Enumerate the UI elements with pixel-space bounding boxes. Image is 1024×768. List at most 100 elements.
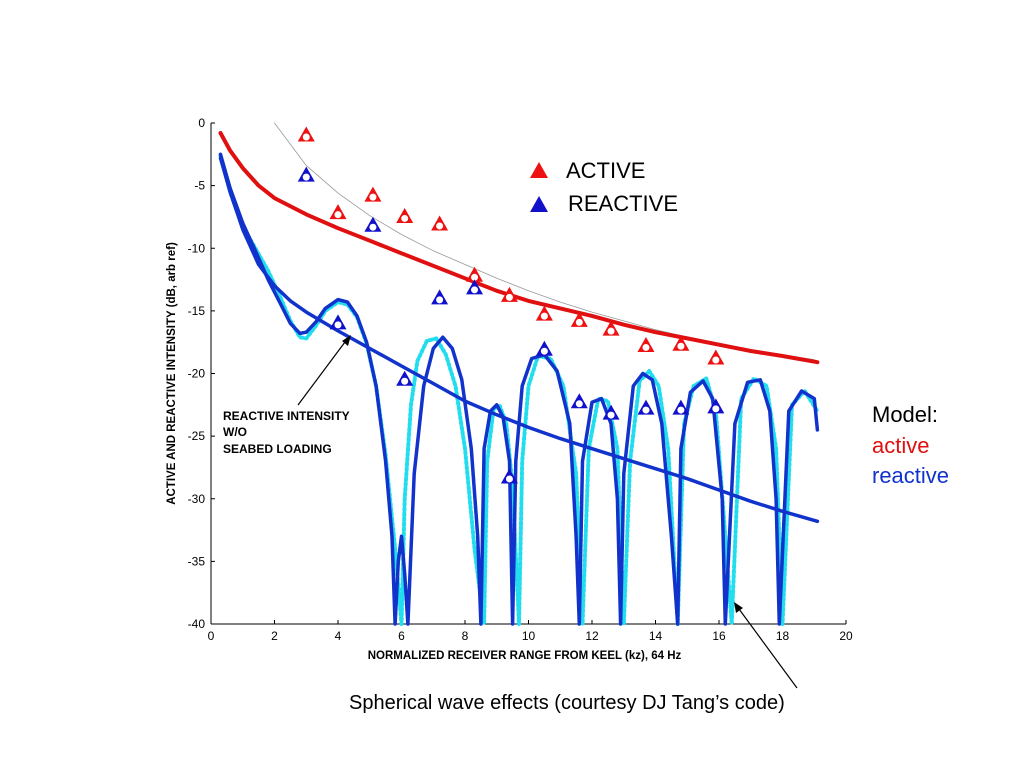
measured-active-point-dot — [436, 222, 444, 230]
annotation-arrow-line — [297, 341, 346, 406]
measured-reactive-point — [637, 399, 655, 415]
legend: ACTIVE REACTIVE — [530, 158, 678, 216]
measured-reactive-point — [602, 404, 620, 420]
model-active-curve — [218, 131, 820, 365]
measured-reactive-point-dot — [334, 321, 342, 329]
y-tick-label: 0 — [198, 116, 205, 130]
model-reactive-smooth-curve — [218, 156, 820, 524]
measured-reactive-point-dot — [471, 286, 479, 294]
y-tick-label: -20 — [188, 367, 206, 381]
x-tick-label: 6 — [398, 629, 405, 643]
x-tick-label: 12 — [585, 629, 599, 643]
measured-reactive-point-dot — [642, 406, 650, 414]
model-curves — [218, 122, 820, 626]
measured-reactive-point-dot — [607, 411, 615, 419]
x-tick-label: 0 — [208, 629, 215, 643]
measured-active-point-dot — [302, 133, 310, 141]
measured-active-point — [466, 266, 484, 282]
measured-active-point-dot — [401, 214, 409, 222]
measured-reactive-point-dot — [712, 405, 720, 413]
measured-active-point-dot — [607, 327, 615, 335]
measured-active-point — [329, 204, 347, 220]
measured-active-point-dot — [369, 193, 377, 201]
measured-active-point — [431, 215, 449, 231]
measured-reactive-point-dot — [677, 406, 685, 414]
measured-reactive-point — [535, 340, 553, 356]
x-tick-label: 4 — [335, 629, 342, 643]
x-tick-label: 20 — [839, 629, 853, 643]
y-tick-label: -30 — [188, 492, 206, 506]
measured-active-point-dot — [540, 312, 548, 320]
measured-reactive-point-dot — [436, 296, 444, 304]
y-axis-label: ACTIVE AND REACTIVE INTENSITY (dB, arb r… — [166, 242, 178, 505]
measured-active-point — [672, 335, 690, 351]
annotation-line-2: W/O — [223, 425, 247, 439]
measured-active-point — [570, 311, 588, 327]
y-tick-label: -10 — [188, 241, 206, 255]
model-reference-curve — [274, 122, 815, 361]
annotation-arrowhead — [342, 335, 351, 346]
measured-active-point — [500, 286, 518, 302]
axes: 0-5-10-15-20-25-30-35-400 2 4 6 8 10 12 14 16 18 2… — [166, 116, 853, 662]
measured-reactive-point — [396, 370, 414, 386]
x-tick-label: 10 — [522, 629, 536, 643]
y-tick-label: -15 — [188, 304, 206, 318]
measured-reactive-point — [500, 468, 518, 484]
measured-active-point — [364, 186, 382, 202]
measured-active-point-dot — [677, 342, 685, 350]
measured-reactive-point-dot — [540, 347, 548, 355]
measured-reactive-point — [364, 216, 382, 232]
model-reactive-oscillating-curve — [218, 152, 820, 626]
measured-active-point — [602, 320, 620, 336]
model-legend: Model: active reactive — [872, 402, 949, 488]
measured-reactive-point-dot — [575, 400, 583, 408]
caption-arrow — [734, 602, 798, 689]
measured-reactive-point-dot — [369, 223, 377, 231]
model-legend-reactive: reactive — [872, 463, 949, 488]
caption-arrow-line — [738, 608, 798, 689]
measured-active-point-dot — [712, 356, 720, 364]
caption-arrowhead — [734, 602, 743, 613]
legend-label-active: ACTIVE — [566, 158, 645, 183]
model-legend-active: active — [872, 433, 929, 458]
measured-active-point-dot — [471, 273, 479, 281]
measured-active-point — [637, 336, 655, 352]
measured-active-point — [535, 305, 553, 321]
measured-reactive-point — [570, 393, 588, 409]
measured-active-point — [707, 349, 725, 365]
measured-reactive-point-dot — [302, 173, 310, 181]
measured-active-point — [297, 126, 315, 142]
measured-active-point — [396, 207, 414, 223]
model-reactive-no-seabed-curve — [218, 153, 820, 626]
measured-active-point-dot — [575, 318, 583, 326]
annotation-reactive-no-seabed: REACTIVE INTENSITY W/O SEABED LOADING — [223, 335, 351, 456]
x-tick-label: 14 — [649, 629, 663, 643]
y-tick-label: -25 — [188, 429, 206, 443]
legend-label-reactive: REACTIVE — [568, 191, 678, 216]
measured-active-point-dot — [505, 293, 513, 301]
measured-reactive-point — [466, 279, 484, 295]
legend-marker-active — [530, 162, 548, 178]
measured-reactive-point — [297, 166, 315, 182]
y-tick-label: -40 — [188, 617, 206, 631]
annotation-line-1: REACTIVE INTENSITY — [223, 409, 350, 423]
y-tick-label: -5 — [194, 179, 205, 193]
x-tick-label: 8 — [462, 629, 469, 643]
measured-active-point-dot — [642, 343, 650, 351]
measured-reactive-point — [672, 399, 690, 415]
measured-reactive-point — [329, 314, 347, 330]
model-legend-title: Model: — [872, 402, 938, 427]
x-tick-label: 2 — [271, 629, 278, 643]
x-tick-label: 16 — [712, 629, 726, 643]
measured-active-point-dot — [334, 211, 342, 219]
measured-markers — [297, 126, 725, 484]
measured-reactive-point — [431, 289, 449, 305]
measured-reactive-point — [707, 398, 725, 414]
measured-reactive-point-dot — [505, 475, 513, 483]
x-axis-label: NORMALIZED RECEIVER RANGE FROM KEEL (kz)… — [368, 650, 682, 662]
y-tick-label: -35 — [188, 554, 206, 568]
x-tick-label: 18 — [776, 629, 790, 643]
measured-reactive-point-dot — [401, 377, 409, 385]
caption: Spherical wave effects (courtesy DJ Tang… — [349, 692, 785, 714]
